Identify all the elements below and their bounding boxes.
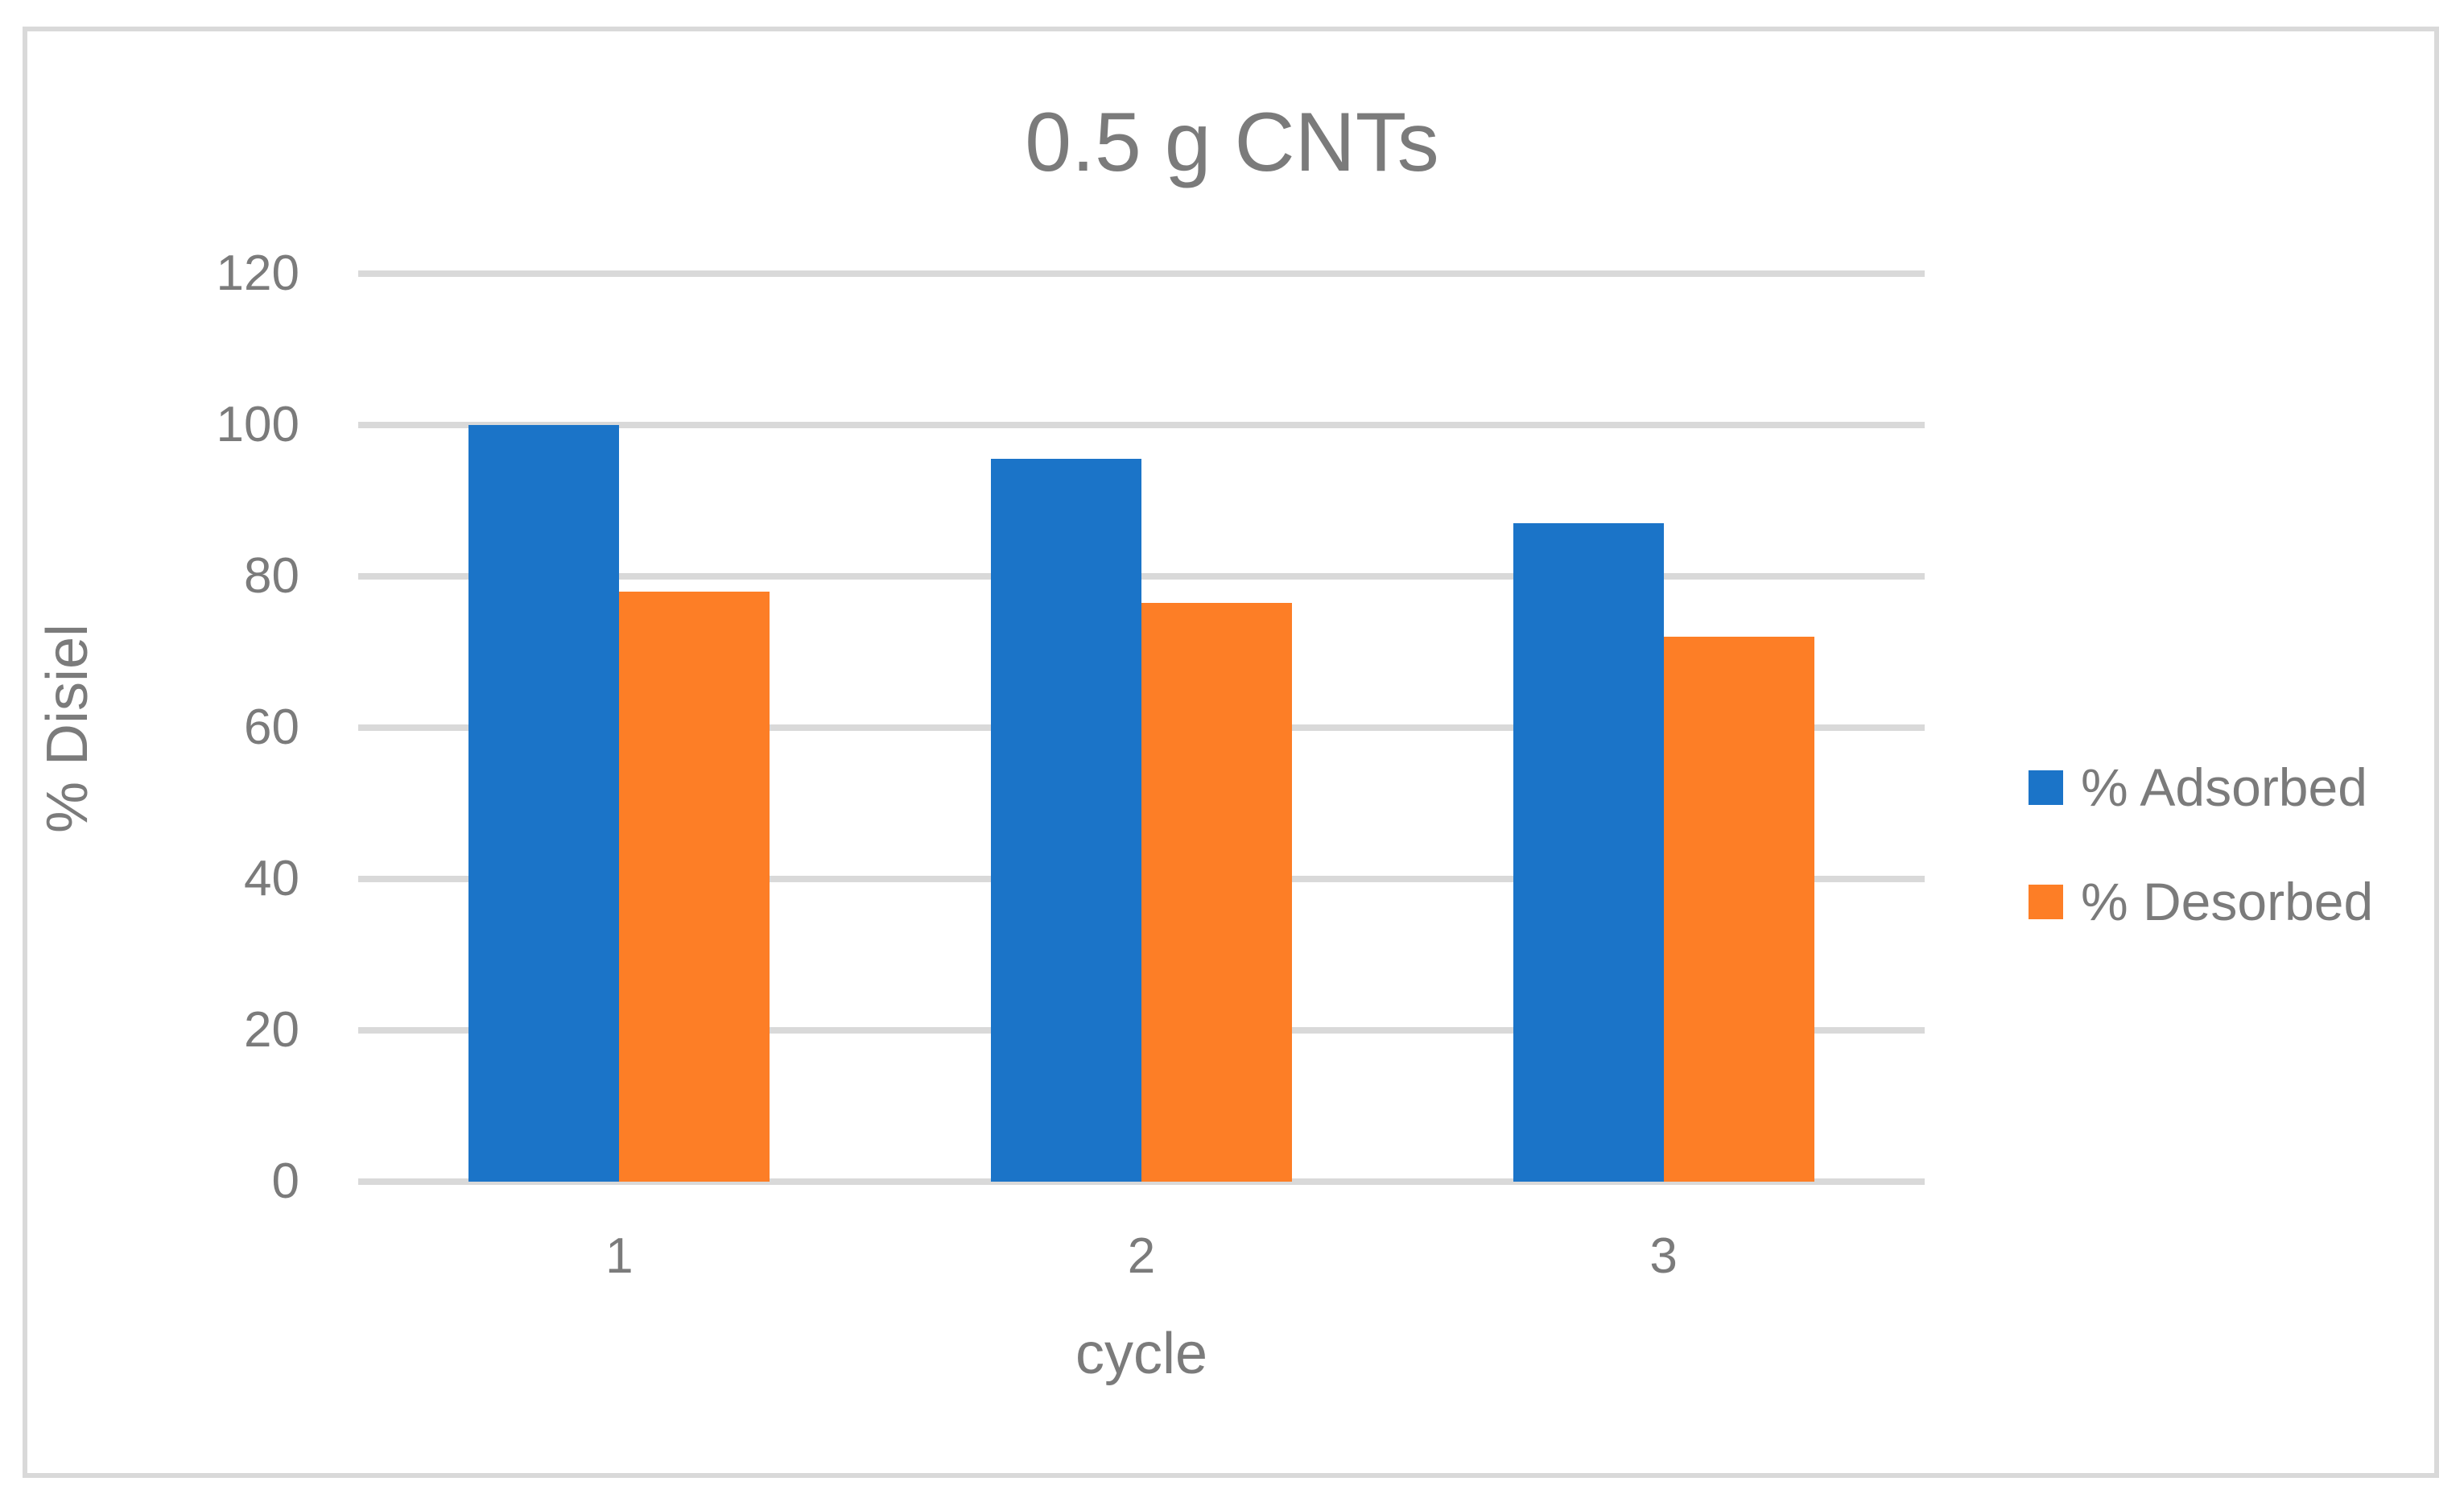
y-tick-label-100: 100: [216, 397, 299, 452]
gridline-y-0: [358, 1178, 1925, 1185]
x-category-label-1: 1: [605, 1228, 634, 1284]
legend-label-desorbed: % Desorbed: [2081, 872, 2374, 931]
gridline-y-80: [358, 573, 1925, 580]
bar-adsorbed-cycle-2: [991, 459, 1141, 1182]
y-tick-label-20: 20: [244, 1002, 299, 1058]
legend-item-adsorbed: % Adsorbed: [2029, 757, 2373, 817]
gridline-y-100: [358, 422, 1925, 428]
x-category-label-3: 3: [1649, 1228, 1678, 1284]
bar-desorbed-cycle-3: [1663, 637, 1814, 1182]
y-tick-label-60: 60: [244, 699, 299, 755]
x-axis-title: cycle: [1075, 1322, 1208, 1386]
bar-desorbed-cycle-2: [1141, 602, 1292, 1182]
legend-item-desorbed: % Desorbed: [2029, 872, 2374, 931]
y-tick-label-40: 40: [244, 851, 299, 906]
y-tick-label-80: 80: [244, 548, 299, 604]
plot-area: [358, 270, 1925, 1185]
gridline-y-120: [358, 270, 1925, 277]
y-axis-title: % Disiel: [35, 623, 100, 834]
y-tick-label-120: 120: [216, 246, 299, 301]
desorbed-series-swatch-icon: [2029, 884, 2063, 919]
legend: % Adsorbed % Desorbed: [2029, 757, 2374, 931]
bar-adsorbed-cycle-1: [468, 425, 620, 1182]
x-category-label-2: 2: [1127, 1228, 1156, 1284]
bar-adsorbed-cycle-3: [1513, 523, 1664, 1182]
y-tick-label-0: 0: [271, 1153, 299, 1209]
legend-label-adsorbed: % Adsorbed: [2081, 757, 2367, 817]
adsorbed-series-swatch-icon: [2029, 770, 2063, 805]
chart-title: 0.5 g CNTs: [1025, 96, 1439, 189]
bar-desorbed-cycle-1: [619, 591, 770, 1182]
